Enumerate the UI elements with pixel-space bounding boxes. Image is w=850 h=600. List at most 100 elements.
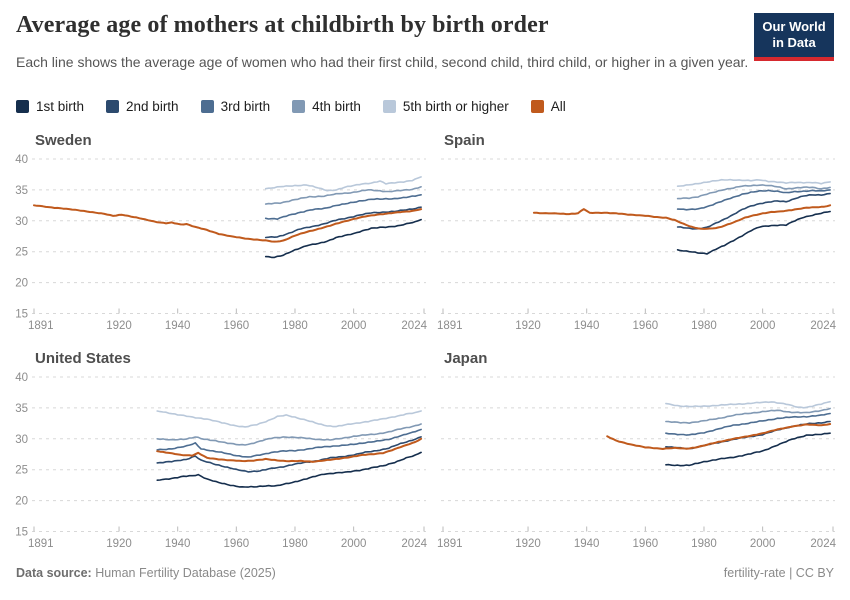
legend-label: 3rd birth [220,99,271,114]
x-axis-tick-label: 1960 [224,538,250,550]
x-axis-tick-label: 2000 [341,538,367,550]
x-axis-tick-label: 1891 [28,538,54,550]
legend-swatch-icon [292,100,306,113]
series-line-4th-birth [156,423,422,446]
series-line-1st-birth [665,432,831,467]
x-axis-tick-label: 1891 [437,320,463,332]
x-axis-tick-label: 1891 [28,320,54,332]
series-line-3rd-birth [264,194,422,220]
facet-japan: Japan 1891 1920 1940 1960 1980 2000 2024 [428,346,846,563]
facet-chart-svg: Sweden 15 20 25 30 35 40 1891 1920 1940 1960 1980 20… [15,132,427,332]
y-axis-tick-label: 35 [15,403,28,415]
legend-item-5th-birth-or-higher[interactable]: 5th birth or higher [382,99,509,114]
series-line-all [156,437,423,463]
legend: 1st birth 2nd birth 3rd birth 4th birth 5th … [16,99,566,114]
x-axis-tick-label: 2024 [810,320,836,332]
x-axis-tick-label: 1940 [165,320,191,332]
x-axis-tick-label: 1891 [437,538,463,550]
legend-label: 2nd birth [126,99,179,114]
page-title: Average age of mothers at childbirth by … [16,12,549,38]
y-axis-tick-label: 15 [15,527,28,539]
owid-logo-line1: Our World [762,19,826,34]
data-source-value: Human Fertility Database (2025) [91,566,276,580]
x-axis-tick-label: 1940 [574,538,600,550]
x-axis-tick-label: 1940 [165,538,191,550]
series-line-4th-birth [665,407,831,424]
x-axis-tick-label: 1980 [691,320,717,332]
x-axis-tick-label: 2024 [401,538,427,550]
x-axis-tick-label: 1980 [282,538,308,550]
facet-title: Spain [444,132,485,149]
series-line-5th-birth-or-higher [264,176,422,192]
facet-title: Japan [444,350,487,367]
legend-swatch-icon [382,100,396,113]
x-axis-tick-label: 2000 [750,320,776,332]
legend-swatch-icon [106,100,120,113]
x-axis-tick-label: 1980 [691,538,717,550]
x-axis-tick-label: 2024 [401,320,427,332]
series-line-all [606,423,832,450]
x-axis-tick-label: 2000 [341,320,367,332]
x-axis-tick-label: 1980 [282,320,308,332]
legend-swatch-icon [16,100,29,113]
facet-united-states: United States 15 20 25 30 35 40 1891 1920 1940 196… [14,346,432,563]
owid-logo: Our World in Data [754,13,834,61]
facet-chart-svg: Japan 1891 1920 1940 1960 1980 2000 2024 [437,350,837,550]
legend-swatch-icon [530,100,544,113]
y-axis-tick-label: 35 [15,185,28,197]
legend-label: 1st birth [36,99,85,114]
x-axis-tick-label: 1960 [633,538,659,550]
facet-chart-svg: Spain 1891 1920 1940 1960 1980 2000 2024 [437,132,837,332]
facet-title: United States [35,350,131,367]
y-axis-tick-label: 40 [15,372,28,384]
series-line-all [33,204,423,243]
y-axis-tick-label: 25 [15,465,28,477]
series-line-1st-birth [264,218,422,259]
series-line-2nd-birth [676,192,831,230]
series-line-3rd-birth [156,428,422,458]
series-line-5th-birth-or-higher [665,400,831,409]
series-line-1st-birth [676,210,831,255]
legend-swatch-icon [200,100,214,113]
legend-item-1st-birth[interactable]: 1st birth [16,99,84,114]
x-axis-tick-label: 1920 [106,538,132,550]
x-axis-tick-label: 1920 [515,538,541,550]
y-axis-tick-label: 20 [15,278,28,290]
series-line-5th-birth-or-higher [156,410,422,428]
series-line-2nd-birth [264,206,422,239]
series-line-1st-birth [156,451,422,488]
x-axis-tick-label: 1960 [224,320,250,332]
y-axis-tick-label: 20 [15,496,28,508]
facet-chart-svg: United States 15 20 25 30 35 40 1891 1920 1940 196… [15,350,427,550]
series-line-3rd-birth [665,412,831,436]
legend-item-4th-birth[interactable]: 4th birth [292,99,361,114]
data-source-label: Data source: [16,566,92,580]
y-axis-tick-label: 15 [15,309,28,321]
y-axis-tick-label: 40 [15,154,28,166]
series-line-2nd-birth [156,436,422,473]
legend-label: 4th birth [312,99,361,114]
owid-logo-line2: in Data [772,35,816,51]
legend-label: 5th birth or higher [402,99,509,114]
x-axis-tick-label: 1960 [633,320,659,332]
series-line-3rd-birth [676,189,831,211]
y-axis-tick-label: 25 [15,247,28,259]
x-axis-tick-label: 1920 [106,320,132,332]
x-axis-tick-label: 2000 [750,538,776,550]
legend-item-all[interactable]: All [530,99,566,114]
x-axis-tick-label: 1920 [515,320,541,332]
y-axis-tick-label: 30 [15,216,28,228]
facet-title: Sweden [35,132,92,149]
series-line-4th-birth [676,184,831,200]
data-source-note: Data source: Human Fertility Database (2… [16,566,276,580]
license-link[interactable]: fertility-rate | CC BY [723,566,834,580]
series-line-5th-birth-or-higher [676,178,831,187]
legend-label: All [550,99,566,114]
series-line-4th-birth [264,186,422,205]
legend-item-3rd-birth[interactable]: 3rd birth [200,99,271,114]
legend-item-2nd-birth[interactable]: 2nd birth [106,99,179,114]
x-axis-tick-label: 2024 [810,538,836,550]
facet-spain: Spain 1891 1920 1940 1960 1980 2000 2024 [428,128,846,345]
chart-footer: Data source: Human Fertility Database (2… [16,566,834,580]
